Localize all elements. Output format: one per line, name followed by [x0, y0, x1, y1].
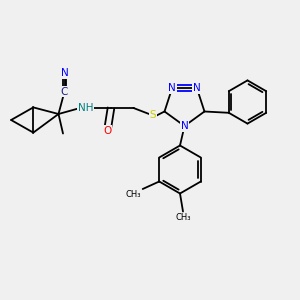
Text: CH₃: CH₃ [126, 190, 141, 199]
Text: N: N [168, 83, 176, 93]
Text: N: N [181, 121, 188, 131]
Text: CH₃: CH₃ [175, 213, 191, 222]
Text: O: O [103, 125, 112, 136]
Text: C: C [61, 86, 68, 97]
Text: NH: NH [78, 103, 93, 113]
Text: N: N [193, 83, 201, 93]
Text: N: N [61, 68, 68, 79]
Text: S: S [150, 110, 156, 121]
